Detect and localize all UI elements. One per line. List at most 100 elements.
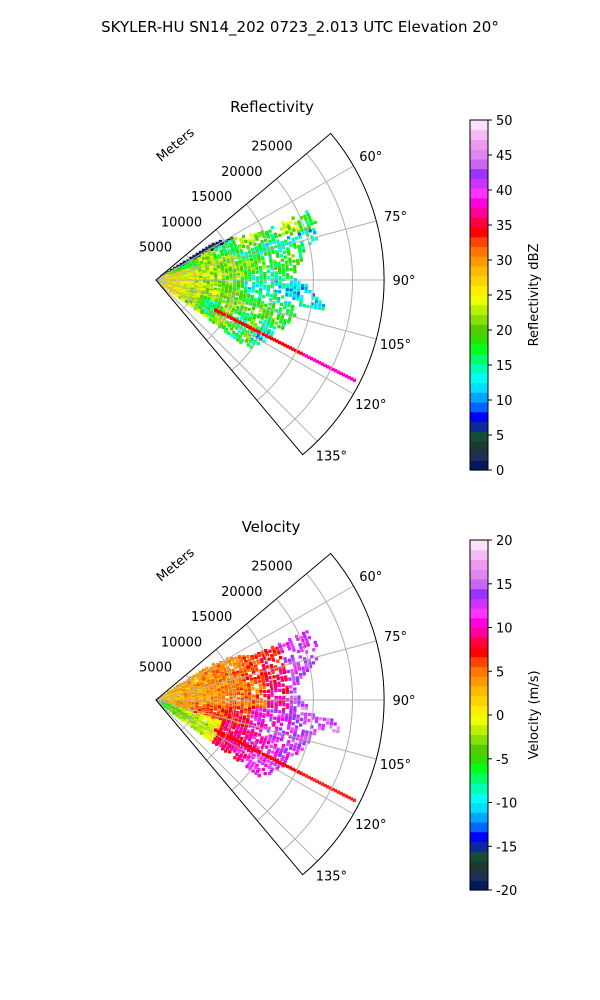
reflectivity-colorbar-segment bbox=[470, 149, 488, 160]
reflectivity-colorbar-tick-label: 50 bbox=[496, 114, 513, 129]
velocity-colorbar-segment bbox=[470, 744, 488, 755]
reflectivity-colorbar-segment bbox=[470, 431, 488, 442]
reflectivity-colorbar-tick-label: 15 bbox=[496, 359, 513, 374]
velocity-colorbar-segment bbox=[470, 559, 488, 570]
velocity-colorbar-segment bbox=[470, 617, 488, 629]
reflectivity-colorbar-segment bbox=[470, 139, 488, 150]
velocity-polar-grid bbox=[155, 552, 385, 876]
reflectivity-colorbar-tick-label: 0 bbox=[496, 464, 504, 479]
velocity-colorbar-segment bbox=[470, 695, 488, 706]
velocity-colorbar-segment bbox=[470, 588, 488, 599]
velocity-colorbar-tick-label: 15 bbox=[496, 578, 513, 593]
velocity-range-tick-label: 10000 bbox=[161, 636, 202, 651]
velocity-colorbar-tick-label: 10 bbox=[496, 622, 513, 637]
reflectivity-range-tick-label: 5000 bbox=[139, 241, 172, 256]
velocity-colorbar-tick-label: 5 bbox=[496, 665, 504, 680]
reflectivity-colorbar-segment bbox=[470, 401, 488, 413]
velocity-colorbar-segment bbox=[470, 831, 488, 842]
reflectivity-colorbar-segment bbox=[470, 411, 488, 422]
reflectivity-colorbar: 0 5 10 15 20 25 30 35 40 45 50 Reflectivity dBZ bbox=[469, 114, 542, 479]
velocity-angle-tick-label: 120° bbox=[355, 818, 386, 833]
velocity-colorbar-segment bbox=[470, 646, 488, 658]
velocity-colorbar-segment bbox=[470, 870, 488, 881]
velocity-colorbar-segment bbox=[470, 724, 488, 736]
velocity-colorbar-segment bbox=[470, 578, 488, 590]
velocity-colorbar-segment bbox=[470, 851, 488, 862]
velocity-colorbar-segment bbox=[470, 812, 488, 823]
reflectivity-colorbar-segment bbox=[470, 178, 488, 189]
reflectivity-colorbar-tick-label: 5 bbox=[496, 429, 504, 444]
reflectivity-colorbar-segment bbox=[470, 197, 488, 209]
reflectivity-colorbar-segment bbox=[470, 450, 488, 461]
reflectivity-angle-tick-label: 135° bbox=[316, 449, 347, 464]
reflectivity-colorbar-segment bbox=[470, 333, 488, 345]
velocity-colorbar-tick-label: -15 bbox=[496, 840, 517, 855]
velocity-range-tick-label: 25000 bbox=[251, 560, 292, 575]
velocity-colorbar-segment bbox=[470, 880, 488, 891]
velocity-colorbar-segment bbox=[470, 627, 488, 638]
reflectivity-angle-tick-label: 75° bbox=[384, 210, 407, 225]
reflectivity-angle-tick-label: 105° bbox=[380, 338, 411, 353]
velocity-panel: 60° 75° 90° 105° 120° 135° 5000 10000 15000 20000… bbox=[139, 518, 416, 884]
reflectivity-colorbar-segment bbox=[470, 246, 488, 257]
reflectivity-colorbar-segment bbox=[470, 295, 488, 306]
velocity-axis-labels: 60° 75° 90° 105° 120° 135° 5000 10000 15000 20000… bbox=[139, 545, 416, 884]
velocity-radial-axis-label: Meters bbox=[154, 545, 198, 585]
velocity-range-tick-label: 20000 bbox=[221, 585, 262, 600]
velocity-echo-field bbox=[160, 630, 356, 802]
reflectivity-colorbar-segment bbox=[470, 353, 488, 364]
velocity-angle-tick-label: 135° bbox=[316, 869, 347, 884]
reflectivity-colorbar-segment bbox=[470, 120, 488, 131]
velocity-colorbar-segment bbox=[470, 549, 488, 561]
velocity-colorbar-segment bbox=[470, 773, 488, 784]
reflectivity-colorbar-tick-label: 35 bbox=[496, 219, 513, 234]
velocity-colorbar-segment bbox=[470, 685, 488, 697]
reflectivity-colorbar-segment bbox=[470, 226, 488, 238]
reflectivity-colorbar-segment bbox=[470, 440, 488, 452]
reflectivity-range-tick-label: 15000 bbox=[191, 190, 232, 205]
velocity-colorbar-segment bbox=[470, 637, 488, 648]
reflectivity-colorbar-segment bbox=[470, 265, 488, 277]
reflectivity-colorbar-tick-label: 45 bbox=[496, 149, 513, 164]
reflectivity-colorbar-segment bbox=[470, 421, 488, 432]
reflectivity-radial-axis-label: Meters bbox=[154, 125, 198, 165]
reflectivity-panel: 60° 75° 90° 105° 120° 135° 5000 10000 15000 20000… bbox=[139, 98, 416, 464]
reflectivity-colorbar-tick-label: 40 bbox=[496, 184, 513, 199]
reflectivity-angle-tick-label: 60° bbox=[359, 150, 382, 165]
velocity-colorbar-segment bbox=[470, 821, 488, 833]
velocity-colorbar-segment bbox=[470, 608, 488, 619]
velocity-colorbar-label: Velocity (m/s) bbox=[527, 670, 542, 759]
reflectivity-colorbar-segment bbox=[470, 363, 488, 374]
reflectivity-angle-tick-label: 120° bbox=[355, 398, 386, 413]
velocity-colorbar-segment bbox=[470, 569, 488, 580]
velocity-colorbar-segment bbox=[470, 705, 488, 716]
velocity-colorbar-segment bbox=[470, 860, 488, 872]
velocity-range-tick-label: 15000 bbox=[191, 610, 232, 625]
reflectivity-colorbar-segment bbox=[470, 275, 488, 286]
velocity-colorbar-segment bbox=[470, 841, 488, 852]
reflectivity-angle-tick-label: 90° bbox=[392, 274, 415, 289]
velocity-colorbar-segment bbox=[470, 734, 488, 745]
velocity-colorbar-tick-label: -5 bbox=[496, 753, 509, 768]
velocity-colorbar: -20 -15 -10 -5 0 5 10 15 20 Velocity (m/s) bbox=[469, 534, 542, 899]
velocity-colorbar-segment bbox=[470, 598, 488, 609]
reflectivity-range-tick-label: 20000 bbox=[221, 165, 262, 180]
reflectivity-colorbar-segment bbox=[470, 382, 488, 393]
velocity-colorbar-segment bbox=[470, 753, 488, 765]
reflectivity-colorbar-segment bbox=[470, 372, 488, 384]
reflectivity-polar-grid bbox=[155, 132, 385, 456]
velocity-plot-title: Velocity bbox=[242, 518, 301, 536]
reflectivity-colorbar-segment bbox=[470, 158, 488, 170]
reflectivity-colorbar-segment bbox=[470, 236, 488, 247]
reflectivity-colorbar-segment bbox=[470, 256, 488, 267]
velocity-colorbar-segment bbox=[470, 656, 488, 667]
reflectivity-colorbar-segment bbox=[470, 460, 488, 471]
reflectivity-colorbar-tick-label: 10 bbox=[496, 394, 513, 409]
reflectivity-range-tick-label: 10000 bbox=[161, 216, 202, 231]
reflectivity-colorbar-label: Reflectivity dBZ bbox=[527, 244, 542, 347]
reflectivity-colorbar-segment bbox=[470, 207, 488, 218]
reflectivity-colorbar-segment bbox=[470, 314, 488, 325]
reflectivity-colorbar-tick-label: 25 bbox=[496, 289, 513, 304]
velocity-colorbar-segment bbox=[470, 802, 488, 813]
